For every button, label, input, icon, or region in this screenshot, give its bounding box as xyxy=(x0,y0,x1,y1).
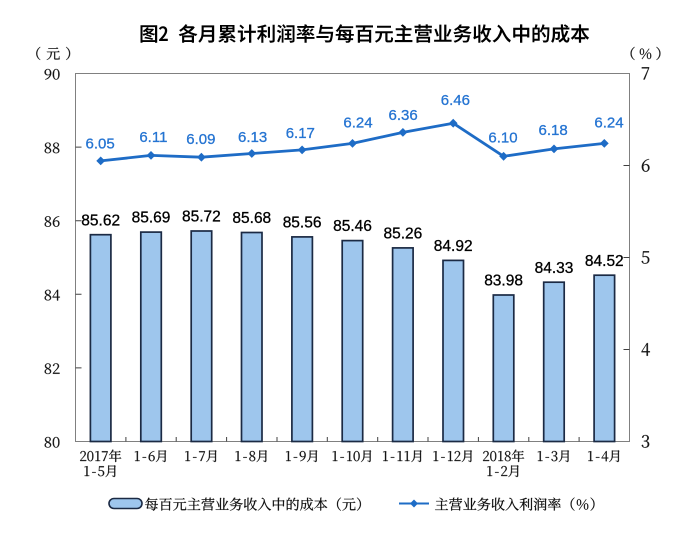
svg-text:84.92: 84.92 xyxy=(434,238,473,255)
svg-text:84.33: 84.33 xyxy=(535,260,574,277)
svg-text:85.56: 85.56 xyxy=(283,215,322,232)
svg-text:6.09: 6.09 xyxy=(186,131,215,148)
svg-text:6.24: 6.24 xyxy=(594,114,623,131)
svg-text:6.46: 6.46 xyxy=(441,92,470,109)
svg-text:6.18: 6.18 xyxy=(538,122,567,139)
svg-text:6.24: 6.24 xyxy=(343,114,372,131)
svg-text:85.69: 85.69 xyxy=(132,210,171,227)
svg-text:85.68: 85.68 xyxy=(232,210,271,227)
svg-text:85.72: 85.72 xyxy=(182,209,221,226)
svg-text:83.98: 83.98 xyxy=(484,273,523,290)
svg-text:6.17: 6.17 xyxy=(286,125,315,142)
svg-text:85.26: 85.26 xyxy=(384,226,423,243)
svg-text:6.05: 6.05 xyxy=(85,135,114,152)
svg-text:6.11: 6.11 xyxy=(139,129,167,146)
svg-text:85.62: 85.62 xyxy=(81,212,120,229)
svg-text:6.36: 6.36 xyxy=(388,107,417,124)
svg-text:84.52: 84.52 xyxy=(585,253,624,270)
svg-text:85.46: 85.46 xyxy=(333,218,372,235)
svg-text:6.13: 6.13 xyxy=(238,129,267,146)
svg-text:6.10: 6.10 xyxy=(488,129,517,146)
